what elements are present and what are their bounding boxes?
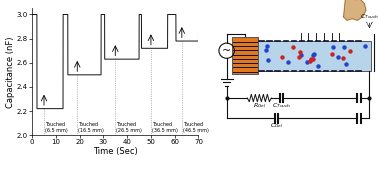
Text: Touched
(36.5 mm): Touched (36.5 mm) [152, 122, 178, 133]
Text: Touched
(26.5 mm): Touched (26.5 mm) [116, 122, 142, 133]
Text: $C_{Touch}$: $C_{Touch}$ [272, 101, 291, 110]
Polygon shape [344, 0, 366, 20]
Text: ~: ~ [222, 46, 231, 56]
Y-axis label: Capacitance (nF): Capacitance (nF) [6, 36, 15, 108]
Bar [254, 41, 371, 71]
Bar [232, 37, 258, 74]
X-axis label: Time (Sec): Time (Sec) [93, 147, 138, 156]
Text: Touched
(6.5 mm): Touched (6.5 mm) [45, 122, 67, 133]
Text: Touched
(16.5 mm): Touched (16.5 mm) [78, 122, 104, 133]
Text: $C_{Gel}$: $C_{Gel}$ [270, 122, 284, 130]
Text: $C_{Touch}$: $C_{Touch}$ [360, 13, 378, 21]
Text: $R_{Gel}$: $R_{Gel}$ [253, 101, 266, 110]
Text: Touched
(46.5 mm): Touched (46.5 mm) [183, 122, 208, 133]
